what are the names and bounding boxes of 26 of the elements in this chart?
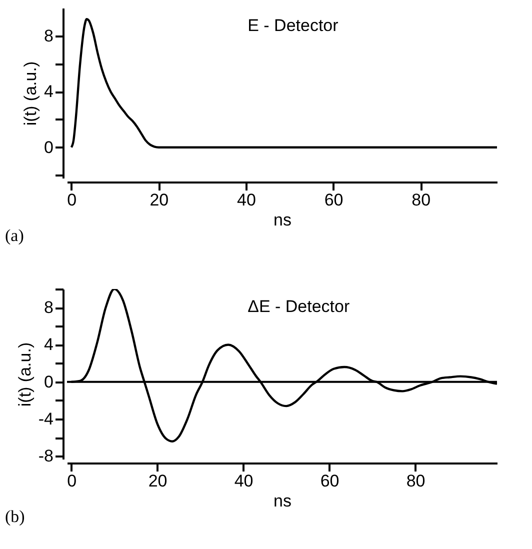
y-tick-label: 0: [44, 372, 54, 392]
x-tick-label: 20: [148, 472, 168, 490]
x-tick-label: 60: [320, 472, 340, 490]
y-tick-label: -8: [38, 446, 54, 466]
x-tick-label: 80: [412, 190, 431, 210]
text: (a): [5, 226, 24, 245]
y-tick-label: 0: [44, 138, 54, 157]
text: (b): [5, 507, 25, 526]
x-tick-label: 0: [67, 190, 77, 210]
x-tick-label: 40: [237, 190, 256, 210]
annotation: ΔE - Detector: [248, 297, 350, 316]
annotation: E - Detector: [248, 16, 339, 35]
x-tick-label: 40: [234, 472, 254, 490]
x-tick-label: 0: [67, 472, 77, 490]
y-tick-label: 4: [44, 82, 54, 102]
x-tick-label: 20: [150, 190, 169, 210]
y-tick-label: 4: [44, 335, 54, 354]
x-axis-title: ns: [274, 210, 292, 230]
y-axis-title: i(t) (a.u.): [15, 342, 34, 407]
y-tick-label: 8: [44, 26, 54, 46]
x-tick-label: 80: [406, 472, 426, 490]
x-axis-title: ns: [274, 492, 292, 510]
y-axis-title: i(t) (a.u.): [21, 61, 40, 126]
y-tick-label: -4: [38, 410, 54, 429]
x-tick-label: 60: [324, 190, 344, 210]
y-tick-label: 8: [44, 298, 54, 318]
